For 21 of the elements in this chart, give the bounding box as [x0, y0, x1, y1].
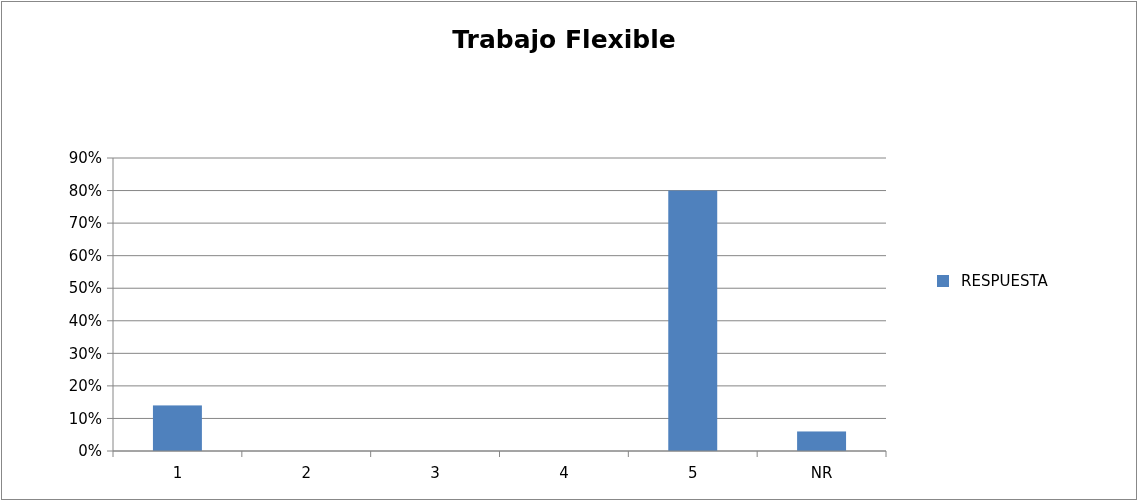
chart-title: Trabajo Flexible [452, 25, 676, 54]
y-tick-label: 0% [78, 442, 102, 461]
y-tick-label: 50% [68, 279, 102, 298]
x-tick-label: NR [810, 464, 833, 482]
bar [797, 431, 847, 451]
bar [668, 190, 718, 451]
x-tick-label: 1 [172, 464, 183, 482]
x-tick-label: 2 [301, 464, 312, 482]
x-tick-label: 3 [430, 464, 440, 482]
legend-label: RESPUESTA [961, 272, 1049, 291]
y-tick-label: 70% [68, 214, 102, 233]
y-tick-label: 20% [68, 377, 102, 396]
y-tick-label: 90% [68, 149, 102, 168]
x-tick-label: 4 [559, 464, 569, 482]
bar [152, 405, 202, 451]
y-tick-label: 60% [68, 246, 102, 265]
x-tick-label: 5 [687, 464, 698, 482]
y-tick-label: 30% [68, 344, 102, 363]
y-tick-label: 80% [68, 181, 102, 200]
y-tick-label: 10% [68, 409, 102, 428]
y-tick-label: 40% [68, 312, 102, 331]
